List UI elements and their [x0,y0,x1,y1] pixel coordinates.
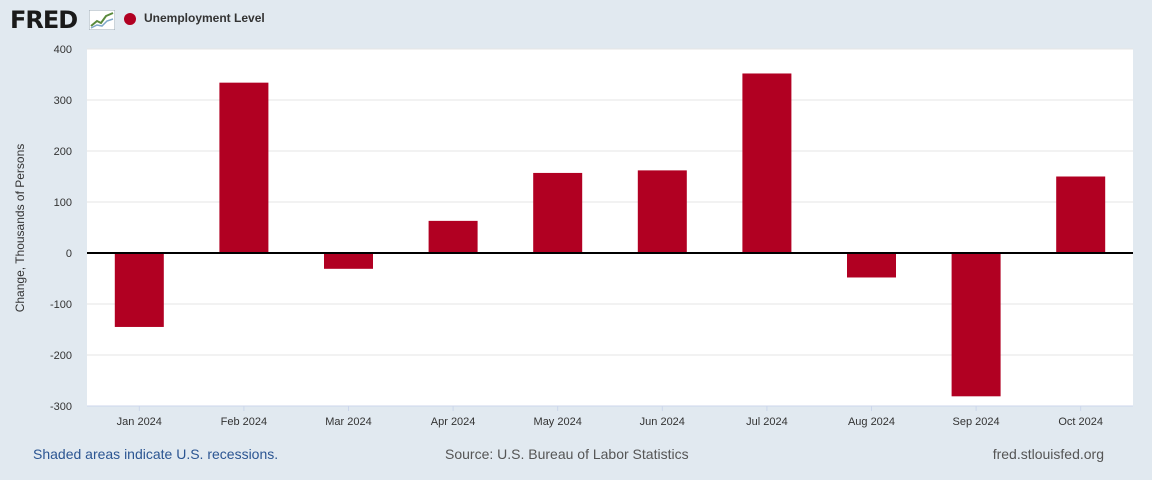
y-tick-label: 200 [54,146,72,158]
fred-logo[interactable]: FRED [10,6,78,34]
y-tick-label: 400 [54,44,72,56]
x-tick-label: Mar 2024 [325,416,371,428]
y-tick-label: 300 [54,95,72,107]
x-tick-label: Sep 2024 [953,416,1000,428]
x-tick-label: May 2024 [534,416,582,428]
y-tick-label: 100 [54,197,72,209]
bar[interactable] [951,253,1001,397]
bar[interactable] [533,172,583,253]
y-tick-label: -200 [50,350,72,362]
x-tick-label: Aug 2024 [848,416,895,428]
x-tick-label: Oct 2024 [1058,416,1103,428]
y-tick-label: -300 [50,401,72,413]
legend-label[interactable]: Unemployment Level [144,11,265,25]
y-tick-label: -100 [50,299,72,311]
bar[interactable] [219,82,269,253]
site-link[interactable]: fred.stlouisfed.org [992,446,1104,462]
x-tick-label: Feb 2024 [221,416,267,428]
source-note: Source: U.S. Bureau of Labor Statistics [445,446,689,462]
bar[interactable] [742,73,792,253]
x-tick-label: Apr 2024 [431,416,476,428]
bar[interactable] [1056,176,1106,254]
chart-line-icon [89,10,115,30]
x-tick-label: Jul 2024 [746,416,788,428]
legend-swatch [124,13,136,25]
x-tick-label: Jun 2024 [640,416,685,428]
header-bar: FRED Unemployment Level [0,0,1152,40]
x-tick-label: Jan 2024 [117,416,162,428]
bar[interactable] [847,253,896,278]
y-tick-label: 0 [66,248,72,260]
bar[interactable] [324,253,373,269]
bar[interactable] [428,220,478,253]
recession-note: Shaded areas indicate U.S. recessions. [33,446,279,462]
bar[interactable] [637,170,687,253]
bar[interactable] [114,253,164,327]
